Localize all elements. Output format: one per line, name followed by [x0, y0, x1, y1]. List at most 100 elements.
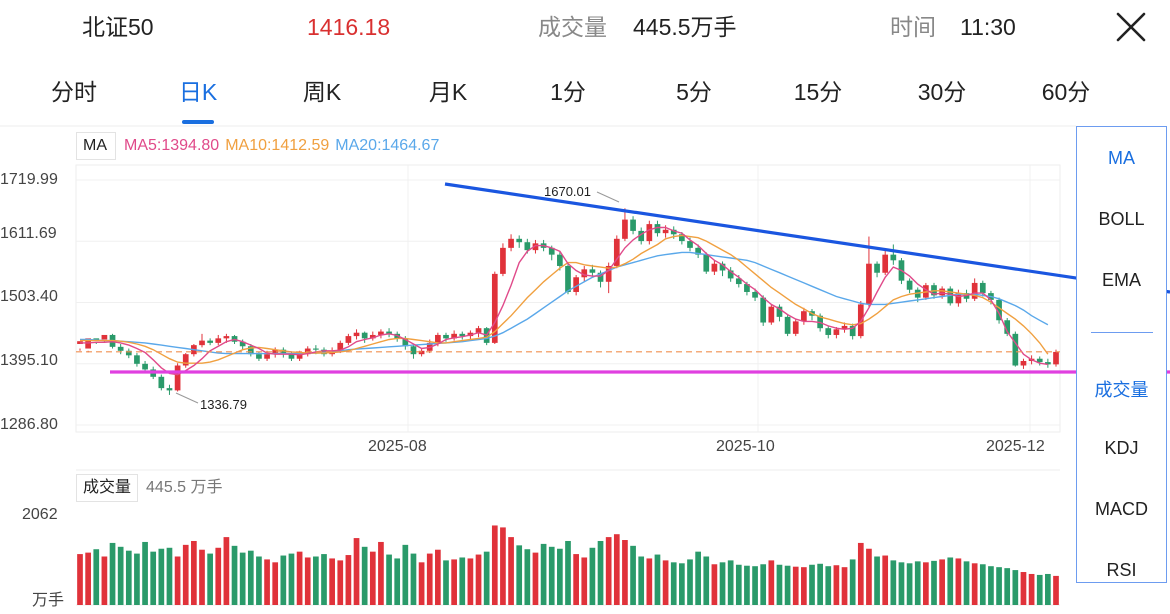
ma10-value: MA10:1412.59 [225, 137, 330, 154]
plot-frame [75, 164, 1061, 433]
candle-down [158, 376, 165, 389]
volume-bar [239, 552, 246, 605]
indicator-volume[interactable]: 成交量 [1094, 380, 1149, 400]
candle-up [581, 269, 588, 278]
volume-bar [394, 558, 401, 605]
y-tick-label: 1719.99 [0, 171, 58, 188]
volume-bar [500, 527, 506, 605]
tab-5min[interactable]: 5分 [676, 79, 712, 105]
volume-bar [963, 561, 970, 605]
candle-down [256, 354, 262, 359]
volume-bar [280, 555, 287, 605]
candle-down [679, 234, 685, 242]
volume-bar [199, 549, 205, 605]
candle-up [182, 354, 189, 366]
volume-bar [646, 558, 653, 605]
ma20-line [80, 251, 1049, 355]
candle-down [890, 254, 897, 261]
volume-bar [548, 546, 555, 605]
tab-intraday[interactable]: 分时 [51, 79, 97, 105]
volume-bar [101, 556, 108, 605]
indicator-kdj[interactable]: KDJ [1104, 438, 1139, 458]
volume-bar [435, 549, 441, 605]
tab-monthly-k[interactable]: 月K [428, 79, 468, 105]
candle-up [971, 282, 978, 299]
candle-down [557, 254, 563, 266]
indicator-boll[interactable]: BOLL [1098, 209, 1145, 229]
indicator-ma[interactable]: MA [1108, 148, 1135, 168]
candle-up [475, 328, 482, 333]
ma-legend-label[interactable]: MA [76, 132, 116, 160]
volume-bar [353, 538, 360, 605]
index-price: 1416.18 [307, 14, 391, 40]
tab-15min[interactable]: 15分 [793, 79, 843, 105]
candle-down [825, 328, 832, 335]
trendline-drawing [444, 182, 1170, 294]
volume-bar [825, 566, 832, 605]
candle-up [345, 336, 352, 343]
candle-up [223, 336, 230, 339]
candle-down [1036, 358, 1043, 363]
volume-bar [223, 537, 230, 605]
tab-30min[interactable]: 30分 [917, 79, 967, 105]
candle-down [784, 316, 791, 334]
volume-bar [565, 540, 571, 605]
volume-legend: 成交量 445.5 万手 [76, 474, 223, 502]
time-label: 时间 [890, 14, 936, 40]
candle-down [597, 272, 604, 282]
volume-bar [597, 540, 604, 605]
x-tick-label: 2025-12 [986, 438, 1045, 455]
indicator-ema[interactable]: EMA [1101, 270, 1141, 290]
volume-bar [711, 564, 718, 605]
volume-bar [947, 557, 954, 605]
candle-up [605, 265, 612, 282]
ma5-value: MA5:1394.80 [124, 137, 220, 154]
x-tick-label: 2025-08 [368, 438, 427, 455]
tab-60min[interactable]: 60分 [1041, 79, 1091, 105]
candle-down [313, 348, 319, 350]
candle-up [866, 263, 872, 305]
indicator-macd[interactable]: MACD [1095, 499, 1148, 519]
volume-bar [654, 554, 661, 605]
candle-down [142, 363, 148, 370]
candle-down [744, 284, 750, 292]
candle-up [532, 243, 539, 251]
volume-bar [134, 553, 140, 605]
candle-up [174, 365, 181, 391]
volume-bar [174, 556, 181, 605]
volume-bar [1028, 573, 1035, 605]
candle-down [996, 299, 1002, 321]
candle-down [410, 346, 417, 355]
volume-bar [296, 551, 303, 605]
volume-bar [849, 559, 856, 605]
indicator-rsi[interactable]: RSI [1106, 560, 1137, 580]
candle-down [548, 247, 555, 255]
close-button[interactable] [1112, 8, 1150, 46]
tab-daily-k[interactable]: 日K [178, 79, 218, 105]
candle-down [516, 238, 523, 243]
candle-down [687, 241, 693, 248]
volume-bar [158, 548, 165, 605]
tab-weekly-k[interactable]: 周K [302, 79, 342, 105]
volume-bar [508, 537, 514, 605]
ma10-line [80, 234, 1049, 364]
volume-legend-value: 445.5 万手 [146, 479, 223, 496]
volume-bar [402, 544, 409, 605]
volume-bar [857, 542, 864, 605]
volume-bar [182, 544, 189, 605]
tab-1min[interactable]: 1分 [550, 79, 586, 105]
volume-bar [931, 560, 937, 605]
volume-bar [809, 564, 815, 605]
volume-legend-label[interactable]: 成交量 [76, 474, 139, 502]
drawing-overlays [76, 182, 1170, 404]
volume-bar [166, 547, 173, 605]
volume-bar [264, 559, 270, 605]
volume-unit-label: 万手 [32, 592, 65, 609]
candle-down [565, 265, 571, 292]
candle-up [500, 247, 506, 274]
candle-down [524, 242, 531, 251]
candlestick-series [77, 208, 1059, 395]
period-tabs: 分时 日K 周K 月K 1分 5分 15分 30分 60分 [0, 62, 1170, 124]
ma5-line [80, 226, 1049, 376]
